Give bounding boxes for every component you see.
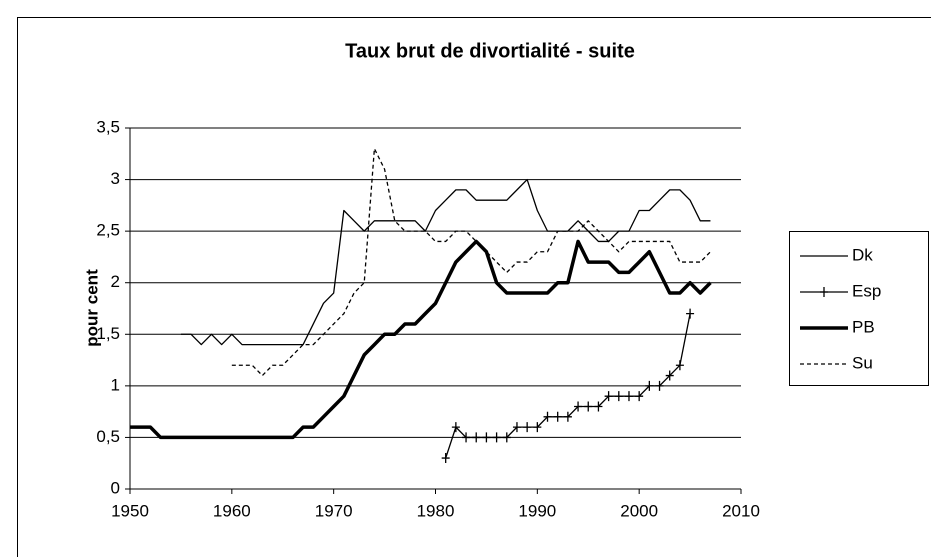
point-marker (523, 422, 532, 433)
point-marker (492, 432, 501, 443)
x-tick-label: 2010 (722, 501, 760, 520)
y-axis-label: pour cent (82, 269, 101, 347)
point-marker (553, 411, 562, 422)
series-line (130, 239, 712, 440)
point-marker (675, 360, 684, 371)
legend-label: Su (852, 353, 873, 372)
y-tick-label: 1 (111, 375, 120, 394)
y-tick-label: 2,5 (96, 221, 120, 240)
x-tick-label: 1960 (213, 501, 251, 520)
point-marker (594, 401, 603, 412)
y-tick-label: 0 (111, 478, 120, 497)
point-marker (655, 380, 664, 391)
point-marker (502, 432, 511, 443)
chart-title: Taux brut de divortialité - suite (345, 40, 635, 62)
legend-label: Dk (852, 245, 873, 264)
point-marker (482, 432, 491, 443)
y-tick-label: 3 (111, 169, 120, 188)
point-marker (533, 422, 542, 433)
y-tick-label: 2 (111, 272, 120, 291)
x-tick-label: 1990 (518, 501, 556, 520)
x-tick-label: 1980 (417, 501, 455, 520)
point-marker (543, 411, 552, 422)
legend (789, 231, 929, 386)
legend-label: PB (852, 317, 875, 336)
x-tick-label: 2000 (620, 501, 658, 520)
point-marker (686, 308, 695, 319)
point-marker (462, 432, 471, 443)
x-tick-label: 1950 (111, 501, 149, 520)
point-marker (512, 422, 521, 433)
point-marker (441, 453, 450, 464)
chart-frame (17, 17, 931, 557)
legend-marker (820, 287, 828, 297)
y-tick-label: 1,5 (96, 324, 120, 343)
point-marker (624, 391, 633, 402)
point-marker (665, 370, 674, 381)
y-tick-label: 3,5 (96, 117, 120, 136)
point-marker (451, 422, 460, 433)
legend-label: Esp (852, 281, 881, 300)
point-marker (574, 401, 583, 412)
point-marker (645, 380, 654, 391)
point-marker (604, 391, 613, 402)
x-tick-label: 1970 (315, 501, 353, 520)
point-marker (563, 411, 572, 422)
point-marker (614, 391, 623, 402)
series-line (180, 178, 711, 346)
point-marker (584, 401, 593, 412)
point-marker (472, 432, 481, 443)
point-marker (635, 391, 644, 402)
y-tick-label: 0,5 (96, 427, 120, 446)
